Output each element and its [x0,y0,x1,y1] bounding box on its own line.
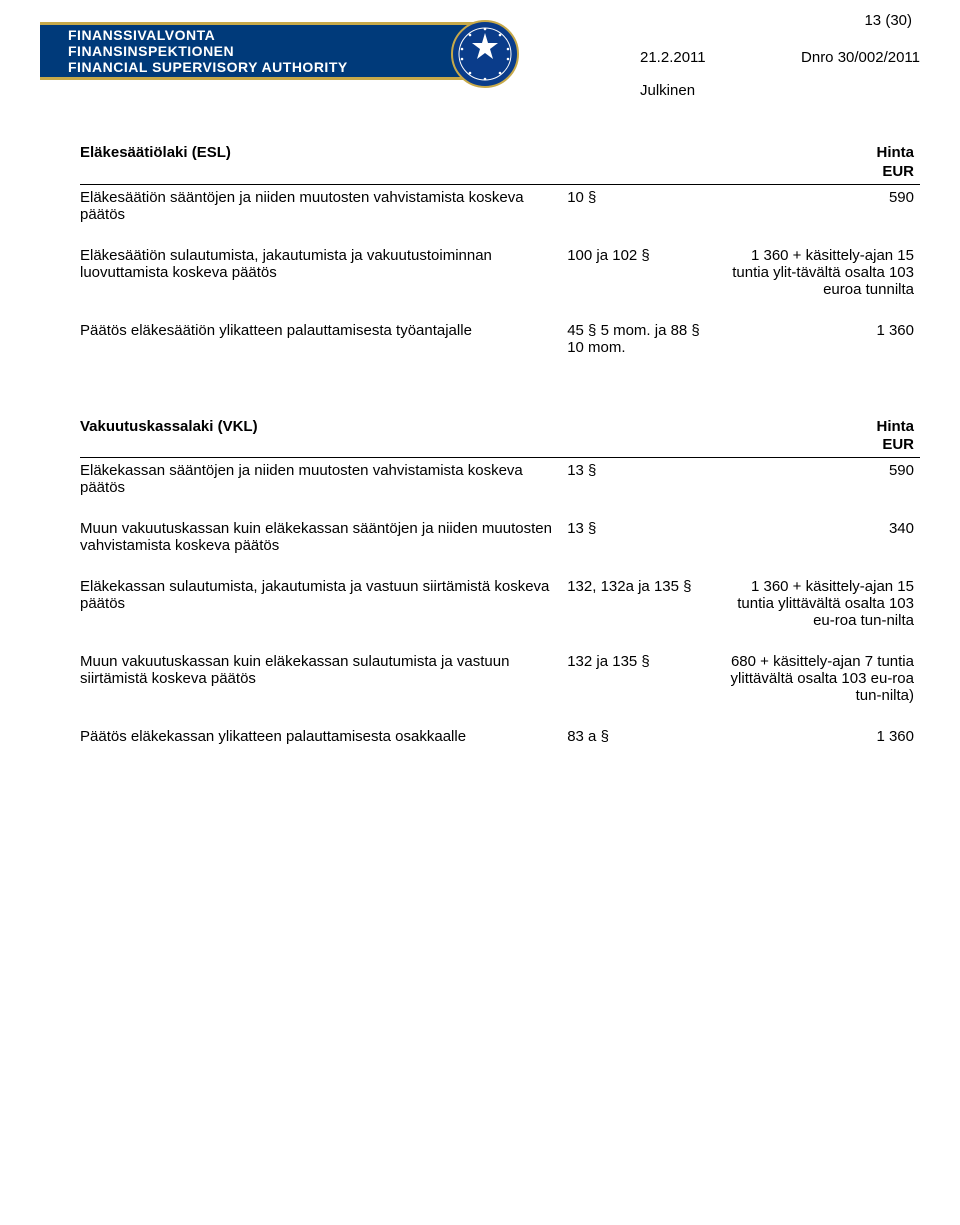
row-ref: 132 ja 135 § [567,649,718,724]
logo-bar: FINANSSIVALVONTA FINANSINSPEKTIONEN FINA… [40,22,490,80]
logo-line-2: FINANSINSPEKTIONEN [68,43,348,59]
row-ref: 45 § 5 mom. ja 88 § 10 mom. [567,318,718,376]
table-row: Eläkekassan sääntöjen ja niiden muutoste… [80,458,920,517]
table-row: Muun vakuutuskassan kuin eläkekassan sää… [80,516,920,574]
table-vkl: Vakuutuskassalaki (VKL) Hinta EUR Eläkek… [80,414,920,766]
table-title: Eläkesäätiölaki (ESL) [80,140,567,184]
logo-line-1: FINANSSIVALVONTA [68,27,348,43]
row-val: 340 [718,516,920,574]
table-row: Muun vakuutuskassan kuin eläkekassan sul… [80,649,920,724]
finland-lion-emblem-icon [450,19,520,89]
logo-text: FINANSSIVALVONTA FINANSINSPEKTIONEN FINA… [68,27,348,75]
logo-line-3: FINANCIAL SUPERVISORY AUTHORITY [68,59,348,75]
row-desc: Muun vakuutuskassan kuin eläkekassan sul… [80,649,567,724]
table-row: Eläkekassan sulautumista, jakautumista j… [80,574,920,649]
doc-dnro: Dnro 30/002/2011 [801,49,920,66]
row-val: 1 360 + käsittely-ajan 15 tuntia ylit-tä… [718,243,920,318]
page-number: 13 (30) [520,12,920,29]
table-row: Päätös eläkekassan ylikatteen palauttami… [80,724,920,765]
table-esl: Eläkesäätiölaki (ESL) Hinta EUR Eläkesää… [80,140,920,376]
row-val: 590 [718,184,920,243]
table-row: Eläkesäätiön sääntöjen ja niiden muutost… [80,184,920,243]
table-title: Vakuutuskassalaki (VKL) [80,414,567,458]
row-val: 1 360 [718,724,920,765]
price-header: Hinta EUR [718,414,920,458]
row-ref: 83 a § [567,724,718,765]
row-desc: Eläkekassan sääntöjen ja niiden muutoste… [80,458,567,517]
price-header: Hinta EUR [718,140,920,184]
row-desc: Eläkesäätiön sääntöjen ja niiden muutost… [80,184,567,243]
header-meta: 13 (30) 21.2.2011 Dnro 30/002/2011 Julki… [520,12,920,99]
row-ref: 13 § [567,516,718,574]
row-ref: 10 § [567,184,718,243]
table-row: Päätös eläkesäätiön ylikatteen palauttam… [80,318,920,376]
doc-visibility: Julkinen [520,82,920,99]
row-ref: 132, 132a ja 135 § [567,574,718,649]
row-ref: 100 ja 102 § [567,243,718,318]
row-val: 1 360 [718,318,920,376]
row-desc: Muun vakuutuskassan kuin eläkekassan sää… [80,516,567,574]
row-desc: Eläkekassan sulautumista, jakautumista j… [80,574,567,649]
row-desc: Päätös eläkekassan ylikatteen palauttami… [80,724,567,765]
row-val: 680 + käsittely-ajan 7 tuntia ylittävält… [718,649,920,724]
row-val: 590 [718,458,920,517]
row-desc: Päätös eläkesäätiön ylikatteen palauttam… [80,318,567,376]
row-val: 1 360 + käsittely-ajan 15 tuntia ylittäv… [718,574,920,649]
row-desc: Eläkesäätiön sulautumista, jakautumista … [80,243,567,318]
row-ref: 13 § [567,458,718,517]
table-row: Eläkesäätiön sulautumista, jakautumista … [80,243,920,318]
doc-date: 21.2.2011 [640,49,706,66]
